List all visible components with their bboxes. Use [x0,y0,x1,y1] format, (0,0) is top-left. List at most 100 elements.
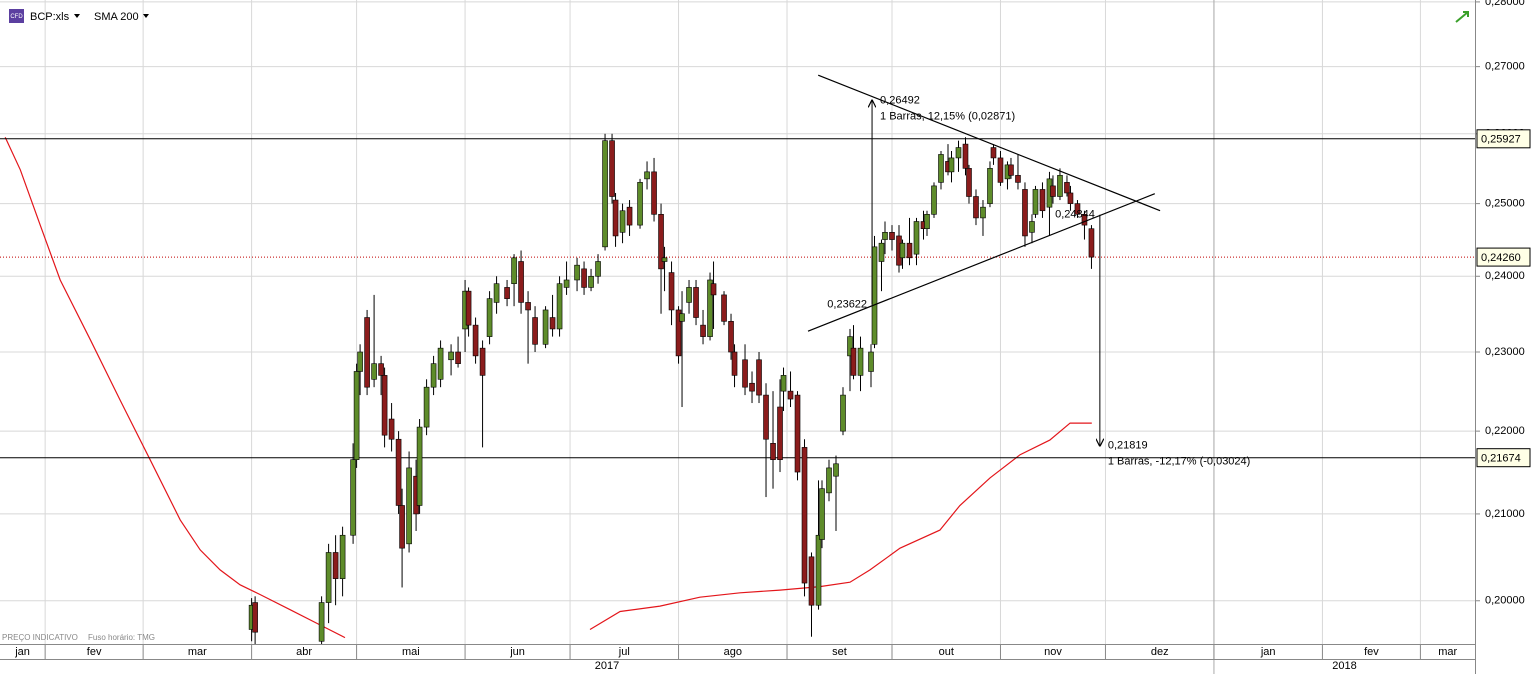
candle-body [794,394,801,473]
candle-body [787,390,794,400]
y-tick-label: 0,27000 [1485,61,1525,73]
y-tick-label: 0,28000 [1485,0,1525,8]
candle-body [357,351,363,372]
candle-body [479,347,486,376]
candle-body [1050,185,1056,197]
candle-body [525,302,531,311]
candle-body [1029,221,1035,233]
candle-body [808,556,815,606]
measure-text: 1 Barras, -12,17% (-0,03024) [1108,456,1250,468]
candle-body [833,463,839,477]
y-tick-label: 0,21000 [1485,508,1525,520]
candle-body [602,140,608,248]
candle-body [973,196,979,219]
candle-body [332,552,339,579]
candle-body [644,171,650,180]
measure-from-label: 0,24844 [1055,209,1095,221]
candle-body [612,199,619,237]
trend-icon[interactable] [1455,11,1469,23]
candle-body [731,351,738,376]
candle-body [693,287,699,318]
candle-body [609,140,615,197]
candle-body [1022,189,1028,237]
dropdown-arrow[interactable] [143,14,149,18]
candle-body [675,309,682,357]
candle-body [962,143,969,169]
candle-body [1008,164,1014,176]
x-tick-label: mar [1438,646,1457,658]
candle-body [325,552,332,603]
candle-body [1067,192,1074,204]
candle-body [455,351,461,364]
candle-body [931,185,937,215]
candle-body [847,336,853,357]
x-tick-label: ago [724,646,742,658]
x-tick-label: jun [509,646,525,658]
candle-body [871,246,878,345]
y-tick-label: 0,20000 [1485,595,1525,607]
candle-body [882,232,888,240]
candle-body [913,221,920,255]
candle-body [899,242,906,259]
candle-body [955,147,962,159]
candle-body [388,418,395,440]
symbol-icon-text: CFD [10,14,23,20]
measure-to-label: 0,26492 [880,94,920,106]
y-tick-label: 0,23000 [1485,346,1525,358]
candle-body [619,210,626,233]
candle-body [987,168,993,204]
y-tick-label: 0,25000 [1485,198,1525,210]
candle-body [1064,182,1070,194]
candle-body [710,283,717,296]
trend-line [807,193,1156,332]
candle-body [504,287,510,299]
candle-body [770,443,776,460]
year-label: 2018 [1332,660,1356,672]
candle-body [423,386,430,428]
symbol-icon[interactable] [9,9,24,23]
candle-body [780,375,787,392]
candle-body [563,279,570,288]
candle-body [588,275,594,288]
symbol-label[interactable]: BCP:xls [30,11,70,23]
price-tag [1476,448,1531,468]
candle-body [532,317,538,345]
candle-body [801,447,808,584]
candle-body [406,467,412,545]
candle-body [1088,228,1095,258]
dropdown-arrow[interactable] [74,14,80,18]
candle-body [990,147,997,159]
candle-body [700,324,706,337]
candle-body [980,206,986,219]
candle-body [756,359,762,396]
measure-from-label: 0,23622 [827,298,867,310]
candle-body [381,375,388,436]
x-tick-label: nov [1044,646,1062,658]
measure-to-label: 0,21819 [1108,440,1148,452]
candle-body [1015,175,1021,183]
candle-body [371,363,377,380]
candle-body [857,347,864,376]
x-tick-label: jan [1260,646,1276,658]
candle-body [924,214,930,230]
candle-body [938,154,944,183]
candle-body [1039,189,1046,212]
candle-body [966,168,972,197]
price-tag [1476,129,1531,149]
x-tick-label: abr [296,646,312,658]
candle-body [339,534,346,579]
footer-note: Fuso horário: TMG [88,633,155,642]
candle-body [661,257,668,262]
candle-body [416,426,423,506]
candle-body [518,261,524,303]
candle-body [430,363,437,388]
candle-body [399,505,405,549]
candle-body [493,283,500,303]
candle-body [826,467,832,494]
trend-line [817,74,1161,212]
measure-text: 1 Barras, 12,15% (0,02871) [880,110,1015,122]
candle-body [1074,203,1081,215]
legend-sma[interactable]: SMA 200 [94,11,139,23]
candle-body [906,242,913,259]
candle-body [448,351,454,361]
